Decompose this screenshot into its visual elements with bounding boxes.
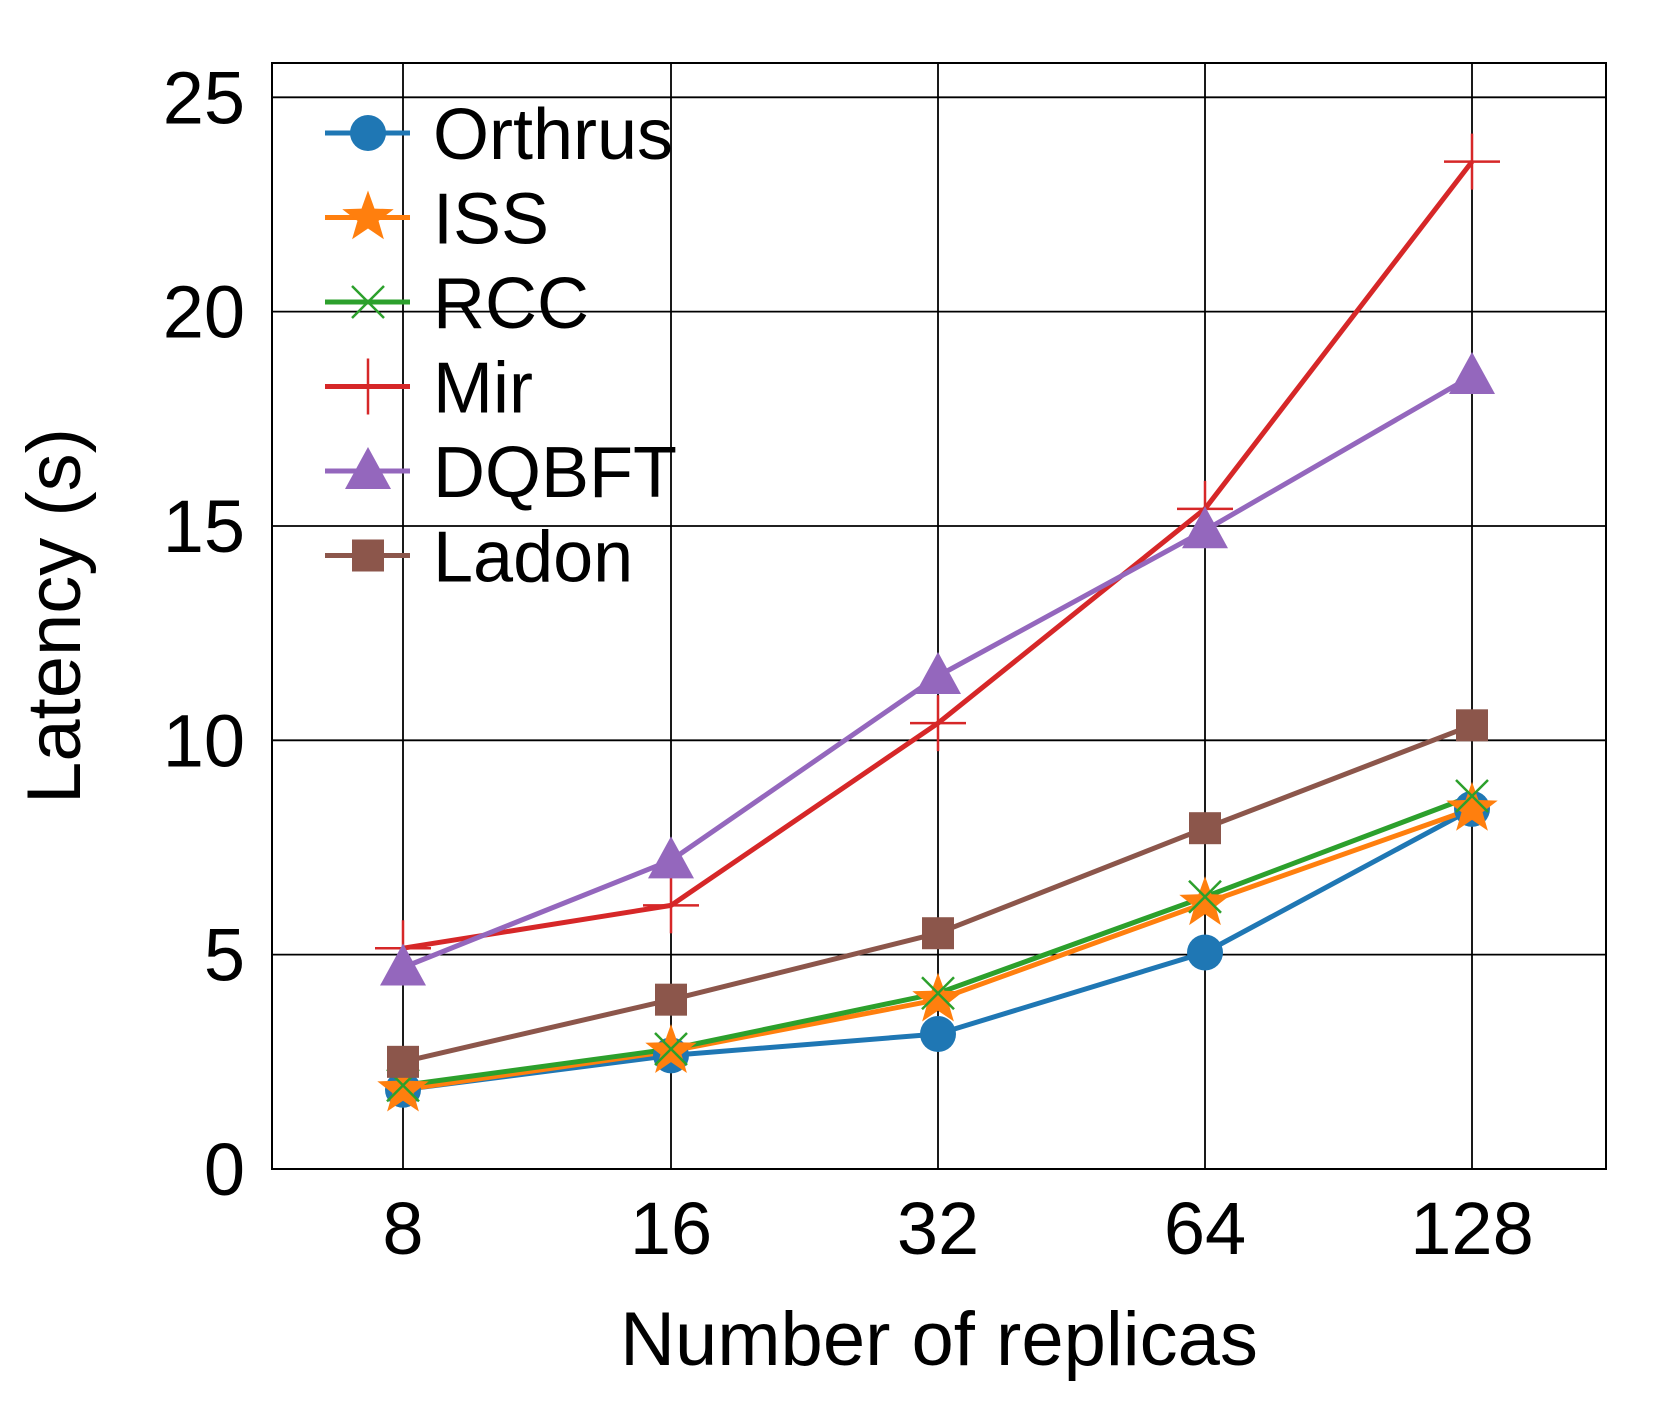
point-dqbft-0 xyxy=(380,943,426,986)
point-iss-4 xyxy=(1446,781,1498,831)
x-tick-label: 8 xyxy=(382,1187,423,1270)
legend-item-iss: ISS xyxy=(325,180,549,260)
legend-item-rcc: RCC xyxy=(325,264,589,344)
legend-label: Orthrus xyxy=(433,95,673,175)
point-rcc-2 xyxy=(921,976,955,1011)
x-tick-label: 128 xyxy=(1410,1187,1533,1270)
legend-label: Mir xyxy=(433,349,533,429)
y-tick-label: 0 xyxy=(204,1128,245,1211)
point-rcc-4 xyxy=(1455,779,1489,813)
point-ladon-4 xyxy=(1456,709,1488,742)
x-tick-label: 64 xyxy=(1164,1187,1246,1270)
point-orthrus-3 xyxy=(1187,934,1223,971)
point-mir-2 xyxy=(910,695,966,752)
legend-item-orthrus: Orthrus xyxy=(325,95,673,175)
x-axis-label: Number of replicas xyxy=(620,1297,1258,1382)
point-dqbft-1 xyxy=(648,836,694,879)
legend-item-dqbft: DQBFT xyxy=(325,433,677,513)
legend-label: ISS xyxy=(433,180,549,260)
y-tick-label: 20 xyxy=(163,271,245,354)
y-tick-label: 15 xyxy=(163,485,245,568)
legend-label: Ladon xyxy=(433,518,633,598)
x-tick-label: 16 xyxy=(630,1187,712,1270)
point-ladon-1 xyxy=(655,983,687,1016)
y-tick-label: 5 xyxy=(204,914,245,997)
point-iss-3 xyxy=(1179,876,1231,926)
y-tick-label: 25 xyxy=(163,56,245,139)
legend-label: DQBFT xyxy=(433,433,677,513)
legend-marker-rcc xyxy=(351,285,385,319)
point-orthrus-2 xyxy=(920,1015,956,1052)
legend-marker-ladon xyxy=(352,539,384,572)
point-ladon-2 xyxy=(922,917,954,950)
x-tick-label: 32 xyxy=(897,1187,979,1270)
legend-marker-orthrus xyxy=(350,115,386,151)
point-dqbft-4 xyxy=(1449,351,1495,394)
point-ladon-0 xyxy=(387,1045,419,1078)
legend-marker-mir xyxy=(340,358,396,415)
point-ladon-3 xyxy=(1189,812,1221,845)
x-tick-labels: 8 16 32 64 128 xyxy=(382,1187,1533,1270)
y-axis-label: Latency (s) xyxy=(12,428,97,804)
y-tick-label: 10 xyxy=(163,699,245,782)
legend-marker-iss xyxy=(342,190,394,240)
plot-frame xyxy=(271,62,1607,1170)
point-mir-1 xyxy=(643,877,699,934)
point-dqbft-2 xyxy=(915,652,961,695)
legend-label: RCC xyxy=(433,264,589,344)
series-markers xyxy=(375,133,1500,1112)
y-tick-labels: 0 5 10 15 20 25 xyxy=(163,56,245,1211)
point-mir-4 xyxy=(1444,133,1500,190)
point-rcc-3 xyxy=(1188,879,1222,914)
legend-item-mir: Mir xyxy=(325,349,533,429)
point-iss-2 xyxy=(912,972,964,1022)
point-rcc-1 xyxy=(654,1032,688,1066)
point-dqbft-3 xyxy=(1182,506,1228,549)
grid-lines xyxy=(272,63,1606,1170)
legend-item-ladon: Ladon xyxy=(325,518,633,598)
legend-marker-dqbft xyxy=(345,447,391,489)
